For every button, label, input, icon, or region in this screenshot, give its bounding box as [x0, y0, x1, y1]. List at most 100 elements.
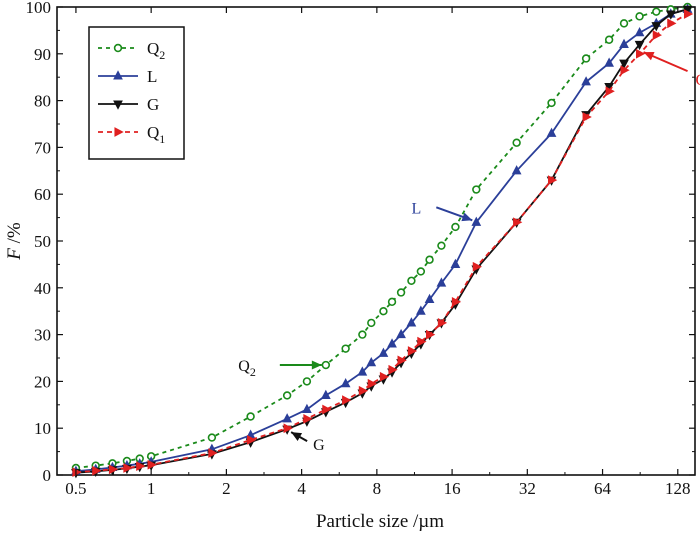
data-point-Q2 [652, 7, 661, 16]
data-point-Q1 [397, 355, 407, 366]
legend-label-sub-Q1: 1 [159, 132, 165, 146]
data-point-Q2 [437, 241, 446, 250]
data-point-L [320, 389, 331, 399]
y-axis-title-unit: /% [4, 222, 25, 248]
data-point-Q1 [683, 9, 694, 19]
data-point-Q2 [407, 276, 416, 285]
annotation-label-Q2: Q2 [238, 358, 256, 379]
data-point-Q1 [108, 464, 119, 475]
data-point-Q1 [417, 336, 427, 347]
legend-marker-Q1 [114, 127, 124, 137]
legend-marker-Q2 [113, 43, 123, 53]
data-point-Q1 [472, 261, 482, 272]
y-tick-label: 60 [34, 185, 51, 204]
annotation-label-Q1: Q1 [696, 72, 700, 93]
data-point-Q2 [425, 255, 434, 264]
data-point-L [357, 366, 368, 376]
data-point-Q1 [72, 467, 82, 478]
data-point-Q2 [472, 185, 481, 194]
y-tick-label: 70 [34, 138, 51, 157]
data-point-Q1 [92, 465, 102, 476]
data-point-G [634, 40, 645, 51]
data-point-Q2 [358, 330, 367, 339]
data-point-L [406, 317, 417, 327]
y-tick-label: 40 [34, 279, 51, 298]
series-Q2 [71, 2, 692, 473]
data-point-L [604, 57, 614, 67]
data-point-G [665, 10, 676, 20]
data-point-L [340, 378, 351, 388]
legend-label-main-Q1: Q [147, 123, 159, 142]
legend-marker-G [113, 100, 123, 110]
data-point-Q2 [207, 433, 217, 442]
data-point-Q1 [451, 296, 462, 307]
y-tick-label: 30 [34, 326, 51, 345]
y-tick-label: 80 [34, 92, 51, 111]
data-point-Q1 [667, 18, 677, 29]
data-point-Q1 [283, 423, 293, 434]
data-point-Q1 [437, 318, 448, 328]
annotation-label-sub-Q2: 2 [250, 365, 256, 379]
data-point-Q2 [367, 318, 376, 328]
x-axis-title: Particle size /µm [316, 511, 444, 532]
x-tick-label: 8 [373, 479, 382, 498]
legend-box [88, 26, 185, 160]
data-point-Q2 [379, 307, 388, 316]
data-point-Q1 [367, 378, 377, 389]
data-point-Q2 [341, 344, 350, 353]
data-point-Q2 [387, 297, 397, 307]
data-point-L [546, 127, 557, 137]
data-point-Q2 [604, 35, 614, 44]
data-point-Q1 [136, 461, 146, 471]
data-point-Q2 [282, 391, 292, 400]
annotation-label-L: L [412, 200, 422, 217]
data-point-Q2 [302, 377, 312, 386]
annotation-label-main-G: G [313, 437, 325, 454]
y-tick-label: 90 [34, 45, 51, 64]
data-point-Q2 [581, 54, 591, 63]
data-point-L [396, 328, 406, 339]
data-point-L [634, 27, 645, 37]
legend-label-sub-Q2: 2 [159, 48, 165, 62]
data-point-L [378, 347, 389, 357]
data-point-Q2 [246, 412, 255, 421]
data-point-Q1 [322, 404, 332, 415]
data-point-L [416, 305, 426, 315]
legend-label-Q1: Q1 [147, 123, 165, 146]
series-Q1 [72, 9, 694, 478]
annotation-label-main-Q1: Q [696, 72, 700, 89]
data-point-Q1 [379, 371, 390, 382]
legend-label-main-G: G [147, 95, 159, 114]
data-point-L [619, 38, 629, 48]
data-point-L [302, 403, 312, 414]
legend-label-main-L: L [147, 67, 157, 86]
annotation-label-G: G [313, 437, 325, 454]
x-tick-label: 16 [444, 479, 461, 498]
annotation-arrow-Q1-head [643, 51, 655, 61]
data-point-Q2 [635, 12, 644, 21]
annotation-arrow-Q2-head [311, 360, 322, 370]
data-point-L [282, 413, 292, 423]
annotation-arrow-L-head [461, 212, 473, 222]
x-tick-label: 4 [297, 479, 306, 498]
annotation-arrow-G-head [291, 432, 303, 441]
legend-label-L: L [147, 67, 157, 86]
data-point-Q1 [426, 329, 436, 340]
series-line-Q1 [75, 13, 688, 474]
data-point-Q1 [636, 48, 646, 59]
data-point-Q2 [321, 360, 331, 370]
data-point-Q1 [123, 463, 133, 473]
data-point-Q1 [388, 364, 398, 375]
annotation-label-main-Q2: Q [238, 358, 250, 375]
x-tick-label: 128 [665, 479, 691, 498]
data-point-L [366, 356, 377, 367]
legend-label-G: G [147, 95, 159, 114]
data-point-G [651, 22, 662, 32]
data-point-Q1 [652, 30, 662, 40]
data-point-Q2 [619, 19, 629, 28]
data-point-Q1 [582, 112, 592, 122]
data-point-Q1 [407, 346, 418, 356]
data-point-L [471, 216, 482, 226]
